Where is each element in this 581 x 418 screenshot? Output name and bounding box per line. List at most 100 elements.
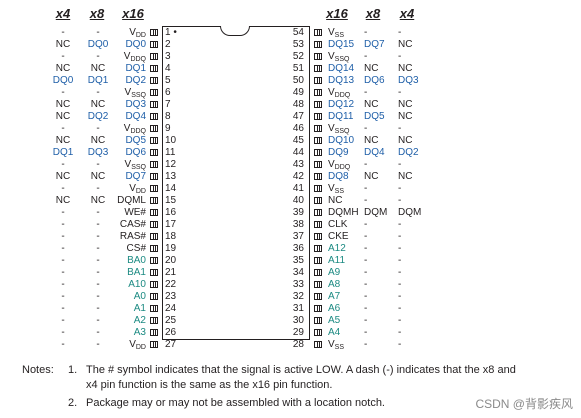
pin-left-lead <box>150 125 158 132</box>
pin-left-x16-label: DQ1 <box>125 63 146 74</box>
pin-left-x8-label: - <box>96 219 100 230</box>
pin-right-x8-label: NC <box>364 99 379 110</box>
pin-right-lead <box>314 245 322 252</box>
pin-right-x8-label: - <box>364 87 368 98</box>
pin-right-x4-label: - <box>398 279 402 290</box>
pin-left-x16-label: DQ4 <box>125 111 146 122</box>
pin-subscript: DD <box>135 344 146 351</box>
pin-left-x8-label: - <box>96 291 100 302</box>
pin-left-lead <box>150 221 158 228</box>
pin-left-x4-label: - <box>61 87 65 98</box>
pin-left-x16-label: A3 <box>133 327 146 338</box>
pin-left-x8-label: - <box>96 159 100 170</box>
pin-left-lead <box>150 209 158 216</box>
pin-right-number: 52 <box>292 51 304 62</box>
pin-left-x8-label: NC <box>90 99 106 110</box>
pin-right-x8-label: - <box>364 291 368 302</box>
pin-right-number: 49 <box>292 87 304 98</box>
header-left-x16: x16 <box>122 6 144 21</box>
pin-left-lead <box>150 149 158 156</box>
pin-left-x4-label: - <box>61 279 65 290</box>
pin-right-x16-label: A5 <box>328 315 341 326</box>
pin-right-x8-label: - <box>364 195 368 206</box>
pin-subscript: SSQ <box>334 56 350 63</box>
pin-left-lead <box>150 341 158 348</box>
pin-right-x8-label: - <box>364 255 368 266</box>
pin-right-x16-label: A12 <box>328 243 346 254</box>
pin-right-x4-label: NC <box>398 39 413 50</box>
pin-right-number: 37 <box>292 231 304 242</box>
pin-right-x4-label: - <box>398 27 402 38</box>
pin-left-number: 23 <box>165 291 177 302</box>
pin-right-x4-label: - <box>398 255 402 266</box>
pin-right-x16-label: DQ8 <box>328 171 349 182</box>
pin-right-x8-label: - <box>364 243 368 254</box>
location-notch <box>220 26 250 36</box>
pin-left-lead <box>150 317 158 324</box>
pin-right-x8-label: - <box>364 51 368 62</box>
pin-subscript: DDQ <box>334 164 351 171</box>
note-1-text-line1: The # symbol indicates that the signal i… <box>86 364 516 376</box>
pin-right-x16-label: A9 <box>328 267 341 278</box>
pin-right-lead <box>314 125 322 132</box>
pin-right-number: 50 <box>292 75 304 86</box>
pin-left-x16-label: A2 <box>133 315 146 326</box>
pin-right-lead <box>314 137 322 144</box>
pin-right-x4-label: - <box>398 159 402 170</box>
pin-right-x16-label: VSS <box>328 27 345 39</box>
pin-right-lead <box>314 41 322 48</box>
pin-left-x8-label: - <box>96 315 100 326</box>
pin-left-x4-label: NC <box>55 195 71 206</box>
pin-left-x8-label: DQ1 <box>87 75 109 86</box>
pin-left-x16-label: WE# <box>124 207 146 218</box>
pin-left-x8-label: - <box>96 279 100 290</box>
pin-right-x8-label: DQ6 <box>364 75 385 86</box>
pin-left-x4-label: - <box>61 207 65 218</box>
pin-left-x16-label: DQML <box>117 195 146 206</box>
pin-right-x16-label: CLK <box>328 219 348 230</box>
pin-left-lead <box>150 113 158 120</box>
pin-left-number: 13 <box>165 171 177 182</box>
pin-left-x4-label: NC <box>55 135 71 146</box>
pin-right-number: 54 <box>292 27 304 38</box>
pin-right-x8-label: NC <box>364 171 379 182</box>
pin-right-x4-label: NC <box>398 171 413 182</box>
pin-right-x16-label: DQMH <box>328 207 359 218</box>
pin-left-x4-label: NC <box>55 111 71 122</box>
pin-right-lead <box>314 317 322 324</box>
pin-left-x8-label: NC <box>90 171 106 182</box>
pin-right-x8-label: - <box>364 279 368 290</box>
pin-right-x4-label: - <box>398 243 402 254</box>
pin-right-x8-label: - <box>364 123 368 134</box>
pin-left-x16-label: VDD <box>129 183 146 195</box>
pin-right-x8-label: DQ4 <box>364 147 385 158</box>
pin-left-x4-label: - <box>61 291 65 302</box>
pin-left-x16-label: BA1 <box>127 267 146 278</box>
pin-left-x16-label: DQ3 <box>125 99 146 110</box>
pin-1-indicator-dot: • <box>170 27 177 38</box>
pin-right-lead <box>314 173 322 180</box>
pin-left-lead <box>150 329 158 336</box>
pin-left-x16-label: CS# <box>126 243 146 254</box>
pin-left-x4-label: - <box>61 303 65 314</box>
pin-left-lead <box>150 53 158 60</box>
pin-right-x8-label: - <box>364 27 368 38</box>
pin-left-x16-label: A0 <box>133 291 146 302</box>
pin-right-x4-label: - <box>398 87 402 98</box>
pin-right-number: 34 <box>292 267 304 278</box>
pin-right-x16-label: DQ9 <box>328 147 349 158</box>
pin-right-x16-label: DQ10 <box>328 135 355 146</box>
header-right-x16: x16 <box>326 6 348 21</box>
pin-left-number: 7 <box>165 99 171 110</box>
pin-left-number: 10 <box>165 135 177 146</box>
pin-left-x4-label: DQ1 <box>52 147 74 158</box>
pin-left-x4-label: - <box>61 231 65 242</box>
pin-left-x8-label: - <box>96 231 100 242</box>
pin-left-number: 21 <box>165 267 177 278</box>
pin-left-number: 5 <box>165 75 171 86</box>
pin-right-lead <box>314 341 322 348</box>
pin-subscript: SS <box>334 188 345 195</box>
pin-left-lead <box>150 41 158 48</box>
pin-left-x8-label: - <box>96 207 100 218</box>
pin-right-number: 40 <box>292 195 304 206</box>
